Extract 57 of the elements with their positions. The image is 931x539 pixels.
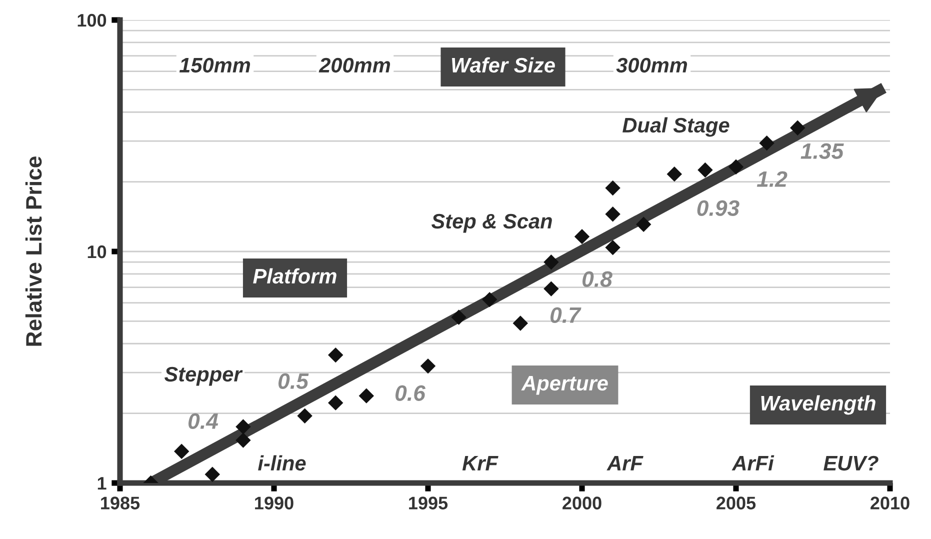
x-tick-label: 2005 [716, 496, 756, 510]
point [358, 388, 374, 404]
annotation: 0.6 [395, 385, 426, 401]
annotation: Wavelength [761, 395, 876, 415]
annotation: 0.5 [278, 373, 309, 389]
point [605, 240, 620, 256]
point [297, 408, 312, 424]
point [204, 466, 220, 482]
point [544, 281, 559, 296]
annotation: 200mm [318, 58, 390, 73]
point [605, 206, 620, 222]
point [174, 444, 190, 459]
point [698, 162, 713, 178]
annotation: Platform [253, 268, 336, 284]
point [728, 159, 744, 174]
point [790, 120, 806, 136]
annotation: 0.93 [697, 200, 740, 216]
point [236, 419, 251, 434]
annotation: EUV? [824, 456, 878, 471]
annotation: ArF [606, 456, 644, 470]
annotation: Aperture [521, 376, 608, 395]
point [328, 347, 344, 363]
annotation: ArFi [732, 455, 774, 470]
point [451, 310, 466, 325]
x-tick-label: 1990 [255, 496, 294, 510]
annotation: 0.4 [188, 413, 218, 429]
annotation: 1.35 [800, 143, 844, 159]
annotation: 1.2 [756, 171, 788, 187]
point [666, 166, 682, 182]
annotation: Stepper [164, 366, 243, 386]
annotation: Step & Scan [431, 214, 552, 233]
point [636, 216, 652, 232]
point [512, 316, 528, 331]
point [420, 358, 436, 374]
annotation: 0.8 [582, 271, 612, 287]
x-tick-label: 1995 [409, 496, 448, 510]
annotation: Wafer Size [452, 57, 555, 73]
y-tick-label: 100 [78, 14, 106, 27]
annotation: i-line [258, 455, 306, 471]
annotation: 300mm [616, 58, 688, 73]
y-axis-title: Relative List Price [25, 156, 42, 346]
point [759, 135, 774, 151]
y-tick-label: 10 [88, 245, 106, 258]
x-tick-label: 2000 [562, 496, 602, 510]
point [574, 228, 590, 244]
point [328, 395, 344, 410]
point [605, 180, 620, 196]
annotation: KrF [462, 456, 498, 470]
point [482, 292, 498, 308]
y-tick-label: 1 [98, 477, 106, 490]
point [544, 254, 559, 270]
x-tick-label: 1985 [101, 496, 140, 510]
annotation: 150mm [179, 58, 250, 73]
point [236, 432, 251, 448]
annotation: Dual Stage [622, 117, 730, 137]
annotation: 0.7 [550, 307, 582, 323]
x-tick-label: 2010 [870, 496, 910, 510]
